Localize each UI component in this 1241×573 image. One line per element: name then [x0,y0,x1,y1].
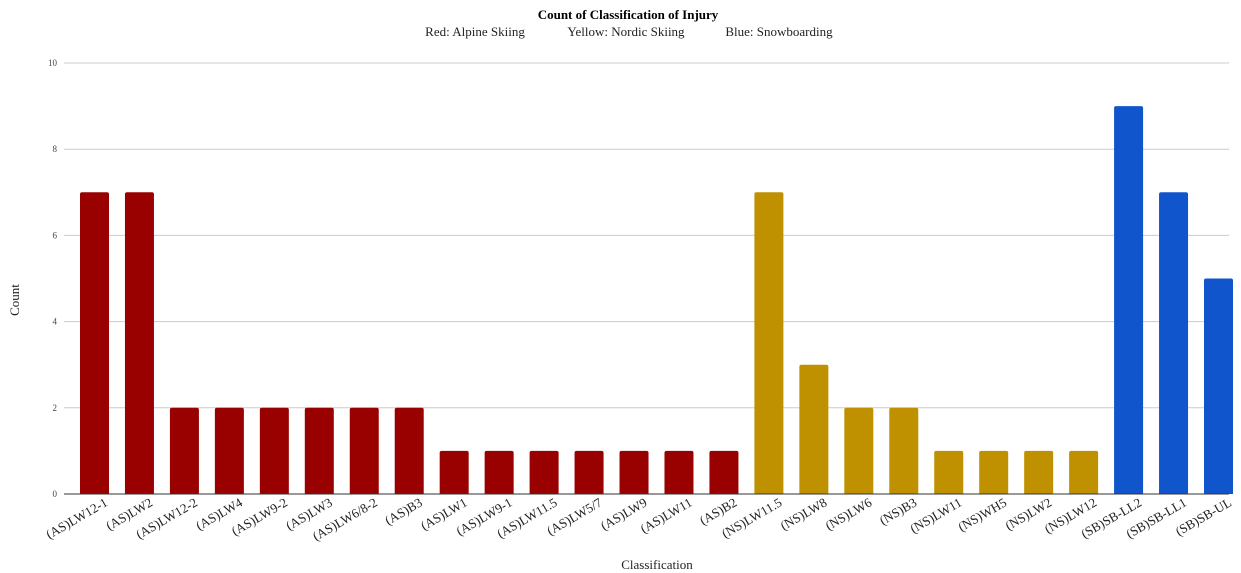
x-axis-ticks: (AS)LW12-1(AS)LW2(AS)LW12-2(AS)LW4(AS)LW… [43,494,1234,543]
y-tick-label: 8 [53,144,58,154]
y-axis-ticks: 0 2 4 6 8 10 [48,58,58,499]
bar [799,364,829,494]
bar [124,192,154,495]
x-tick-label: (AS)LW12-1 [43,495,110,542]
bar [754,192,784,495]
x-tick-label: (NS)LW11 [907,495,964,537]
bar [709,450,739,494]
bar [394,407,424,494]
bar [484,450,514,494]
y-tick-label: 0 [53,489,58,499]
bar [259,407,289,494]
legend-entry: Red: Alpine Skiing [425,24,525,39]
y-axis-label: Count [7,284,22,316]
bar [1159,192,1189,495]
y-tick-label: 6 [53,230,58,240]
legend-entry: Yellow: Nordic Skiing [567,24,685,39]
bar [619,450,649,494]
bar [529,450,559,494]
bar [349,407,379,494]
bar [169,407,199,494]
x-tick-label: (AS)LW11 [638,495,695,537]
x-tick-label: (NS)WH5 [955,495,1009,535]
y-tick-label: 2 [53,403,58,413]
bar [664,450,694,494]
x-tick-label: (AS)B3 [382,495,425,528]
bar [979,450,1009,494]
legend: Red: Alpine Skiing Yellow: Nordic Skiing B… [425,24,833,39]
x-tick-label: (NS)LW8 [778,495,830,534]
bar [889,407,919,494]
bar [439,450,469,494]
bar [80,192,109,495]
gridlines [64,62,1229,409]
y-tick-label: 4 [53,317,58,327]
bar [574,450,604,494]
bar [1069,450,1099,494]
bar [1114,106,1144,494]
bar [304,407,334,494]
bar [1024,450,1054,494]
x-axis-label: Classification [621,557,693,572]
bar [1204,278,1233,494]
y-tick-label: 10 [48,58,58,68]
bar [214,407,244,494]
x-tick-label: (NS)LW6 [823,494,875,533]
chart-title: Count of Classification of Injury [538,7,719,22]
legend-entry: Blue: Snowboarding [725,24,833,39]
bar [934,450,964,494]
bar [844,407,874,494]
bars [80,106,1233,495]
